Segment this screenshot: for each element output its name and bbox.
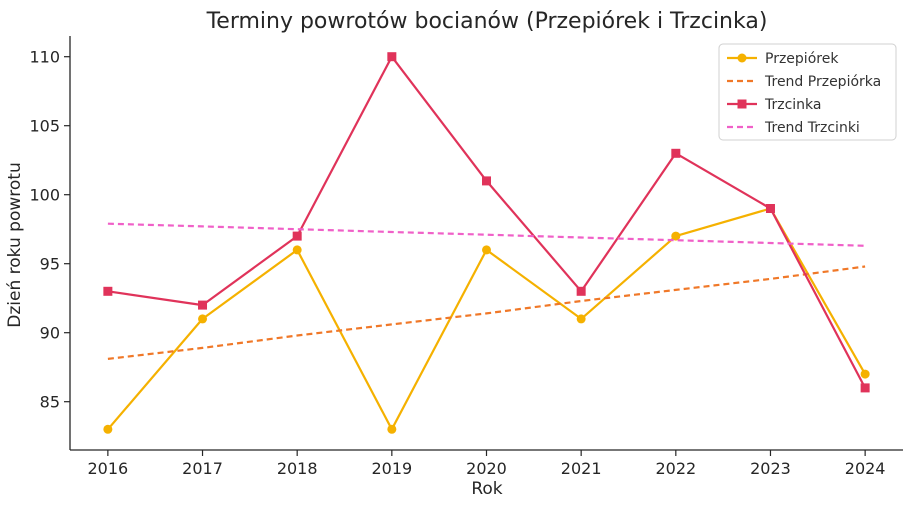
data-point	[576, 286, 586, 296]
x-tick-label: 2020	[466, 459, 507, 478]
data-point	[482, 176, 491, 186]
x-tick-label: 2018	[277, 459, 318, 478]
data-point	[198, 300, 208, 310]
legend-entry: Przepiórek	[727, 51, 839, 67]
data-point	[671, 231, 681, 241]
y-tick-label: 100	[29, 186, 60, 205]
data-point	[671, 148, 681, 158]
x-tick-label: 2017	[182, 459, 223, 478]
data-point	[292, 231, 302, 241]
series-1	[107, 265, 866, 360]
y-tick-label: 85	[40, 393, 60, 412]
legend-label: Przepiórek	[765, 51, 839, 67]
y-tick-label: 90	[40, 324, 60, 343]
x-tick-label: 2023	[750, 459, 791, 478]
chart-title: Terminy powrotów bocianów (Przepiórek i …	[206, 9, 768, 34]
x-tick-label: 2024	[845, 459, 886, 478]
legend: Przepiórek Trend Przepiórka Trzcinka Trend …	[718, 43, 897, 141]
data-point	[576, 314, 586, 324]
legend-entry: Trend Przepiórka	[727, 74, 881, 90]
legend-label: Trzcinka	[764, 97, 822, 113]
data-point	[860, 383, 870, 393]
y-tick-label: 105	[29, 117, 60, 136]
data-point	[387, 52, 397, 62]
axes: 2016 2017 2018 2019 2020 2021 2022 2023 2024 85 90…	[29, 36, 903, 478]
series-2	[103, 52, 870, 393]
legend-marker	[737, 99, 747, 109]
series-0	[103, 204, 870, 434]
trend-line	[107, 265, 866, 360]
x-axis-label: Rok	[471, 479, 502, 499]
data-point	[103, 286, 113, 296]
x-tick-label: 2016	[88, 459, 129, 478]
legend-label: Trend Trzcinki	[764, 120, 860, 136]
legend-entry: Trzcinka	[727, 97, 822, 113]
data-point	[292, 245, 302, 255]
series-3	[107, 222, 866, 247]
legend-box	[718, 43, 897, 141]
x-tick-label: 2021	[561, 459, 602, 478]
legend-marker	[737, 53, 747, 63]
data-point	[482, 245, 491, 255]
y-tick-label: 95	[40, 255, 60, 274]
data-point	[387, 424, 397, 434]
y-axis-label: Dzień roku powrotu	[5, 162, 25, 327]
data-point	[765, 204, 775, 213]
series-layer	[103, 52, 870, 434]
y-tick-label: 110	[29, 48, 60, 67]
data-point	[860, 369, 870, 379]
data-point	[198, 314, 208, 324]
legend-entry: Trend Trzcinki	[727, 120, 860, 136]
x-tick-label: 2019	[371, 459, 412, 478]
x-tick-label: 2022	[655, 459, 696, 478]
data-point	[103, 424, 113, 434]
legend-label: Trend Przepiórka	[764, 74, 881, 90]
trend-line	[107, 222, 866, 247]
